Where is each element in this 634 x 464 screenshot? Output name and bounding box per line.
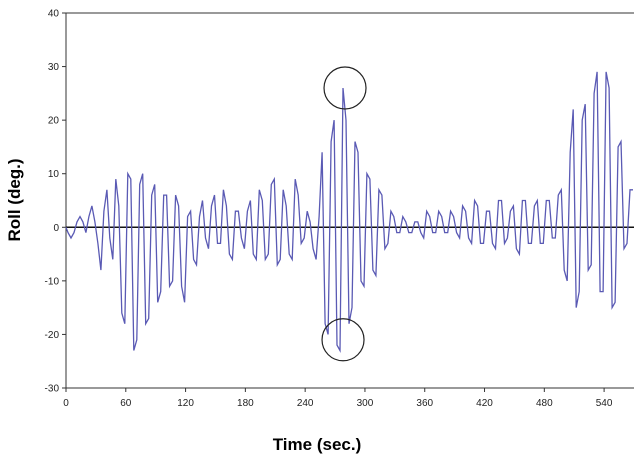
y-tick-label: 20: [48, 116, 60, 127]
annotations: [321, 66, 367, 362]
y-tick-label: -30: [45, 384, 60, 395]
y-ticks: -30 -20 -10 0 10 20 30 40: [45, 9, 66, 395]
y-tick-label: 30: [48, 62, 60, 73]
x-tick-label: 120: [177, 398, 194, 409]
x-tick-label: 60: [120, 398, 132, 409]
x-tick-label: 480: [536, 398, 553, 409]
x-tick-label: 540: [596, 398, 613, 409]
roll-series-line: [65, 71, 633, 353]
x-tick-label: 240: [297, 398, 314, 409]
x-tick-label: 360: [416, 398, 433, 409]
x-tick-label: 300: [357, 398, 374, 409]
x-tick-label: 420: [476, 398, 493, 409]
y-tick-label: -10: [45, 276, 60, 287]
x-tick-label: 0: [63, 398, 69, 409]
y-tick-label: -20: [45, 330, 60, 341]
x-axis-title: Time (sec.): [273, 435, 362, 454]
y-tick-label: 0: [53, 223, 59, 234]
annotation-circle: [321, 318, 365, 362]
x-tick-label: 180: [237, 398, 254, 409]
y-tick-label: 40: [48, 9, 60, 20]
x-ticks: 0 60 120 180 240 300 360 420 480 540: [63, 388, 613, 409]
annotation-circle: [323, 66, 367, 110]
y-axis-title: Roll (deg.): [5, 158, 24, 241]
y-tick-label: 10: [48, 169, 60, 180]
